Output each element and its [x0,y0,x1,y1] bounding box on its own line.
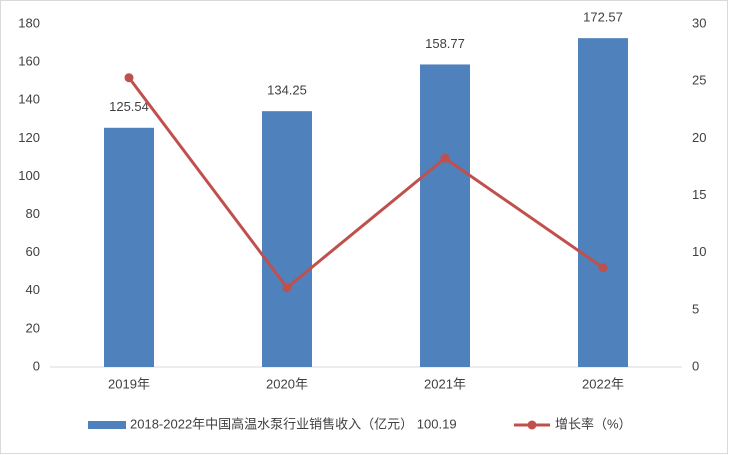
y-tick-label: 60 [26,244,40,259]
y-tick-label: 40 [26,282,40,297]
y-tick-label: 120 [18,130,40,145]
data-label: 125.54 [109,99,149,114]
x-tick-label: 2019年 [108,376,150,391]
y2-tick-label: 10 [692,244,706,259]
legend-label: 增长率（%） [555,416,632,431]
y-tick-label: 160 [18,54,40,69]
y2-tick-label: 30 [692,15,706,30]
legend-swatch [527,420,537,430]
y2-tick-label: 0 [692,358,699,373]
x-tick-label: 2022年 [582,376,624,391]
y2-tick-label: 5 [692,301,699,316]
bar [262,111,312,367]
y-tick-label: 180 [18,15,40,30]
bar [578,38,628,368]
x-tick-label: 2021年 [424,376,466,391]
y-tick-label: 20 [26,320,40,335]
line-point [598,263,608,273]
line-point [440,153,450,163]
y2-tick-label: 20 [692,130,706,145]
line [127,76,604,290]
y-tick-label: 80 [26,206,40,221]
data-label: 134.25 [267,83,307,98]
x-tick-label: 2020年 [266,376,308,391]
legend-swatch [88,421,126,429]
data-label: 158.77 [425,36,465,51]
y2-tick-label: 15 [692,187,706,202]
bar [104,127,154,368]
y2-tick-label: 25 [692,73,706,88]
y-tick-label: 100 [18,168,40,183]
bar [420,64,470,367]
line-point [282,283,292,293]
y-tick-label: 0 [33,358,40,373]
legend-label: 2018-2022年中国高温水泵行业销售收入（亿元） 100.19 [130,416,457,431]
y-tick-label: 140 [18,92,40,107]
data-label: 172.57 [583,10,623,25]
line-point [124,73,134,83]
